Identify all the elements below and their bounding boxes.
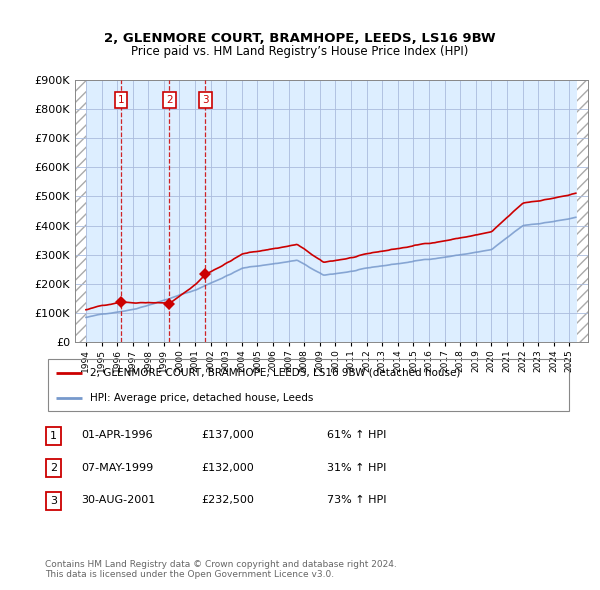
Text: Price paid vs. HM Land Registry’s House Price Index (HPI): Price paid vs. HM Land Registry’s House … [131, 45, 469, 58]
Text: £232,500: £232,500 [201, 496, 254, 505]
Text: 61% ↑ HPI: 61% ↑ HPI [327, 431, 386, 440]
Bar [577, 80, 593, 342]
Text: 2: 2 [50, 464, 57, 473]
Text: 3: 3 [202, 95, 209, 105]
Text: 30-AUG-2001: 30-AUG-2001 [81, 496, 155, 505]
Text: Contains HM Land Registry data © Crown copyright and database right 2024.
This d: Contains HM Land Registry data © Crown c… [45, 560, 397, 579]
Text: 73% ↑ HPI: 73% ↑ HPI [327, 496, 386, 505]
Text: 2, GLENMORE COURT, BRAMHOPE, LEEDS, LS16 9BW (detached house): 2, GLENMORE COURT, BRAMHOPE, LEEDS, LS16… [90, 368, 460, 378]
Text: 1: 1 [50, 431, 57, 441]
Text: 07-MAY-1999: 07-MAY-1999 [81, 463, 153, 473]
Text: 01-APR-1996: 01-APR-1996 [81, 431, 152, 440]
Text: 3: 3 [50, 496, 57, 506]
Text: 2, GLENMORE COURT, BRAMHOPE, LEEDS, LS16 9BW: 2, GLENMORE COURT, BRAMHOPE, LEEDS, LS16… [104, 32, 496, 45]
Text: 2: 2 [166, 95, 173, 105]
Text: £137,000: £137,000 [201, 431, 254, 440]
Text: 1: 1 [118, 95, 124, 105]
Text: HPI: Average price, detached house, Leeds: HPI: Average price, detached house, Leed… [90, 394, 313, 404]
Text: £132,000: £132,000 [201, 463, 254, 473]
Bar [75, 80, 86, 342]
Text: 31% ↑ HPI: 31% ↑ HPI [327, 463, 386, 473]
